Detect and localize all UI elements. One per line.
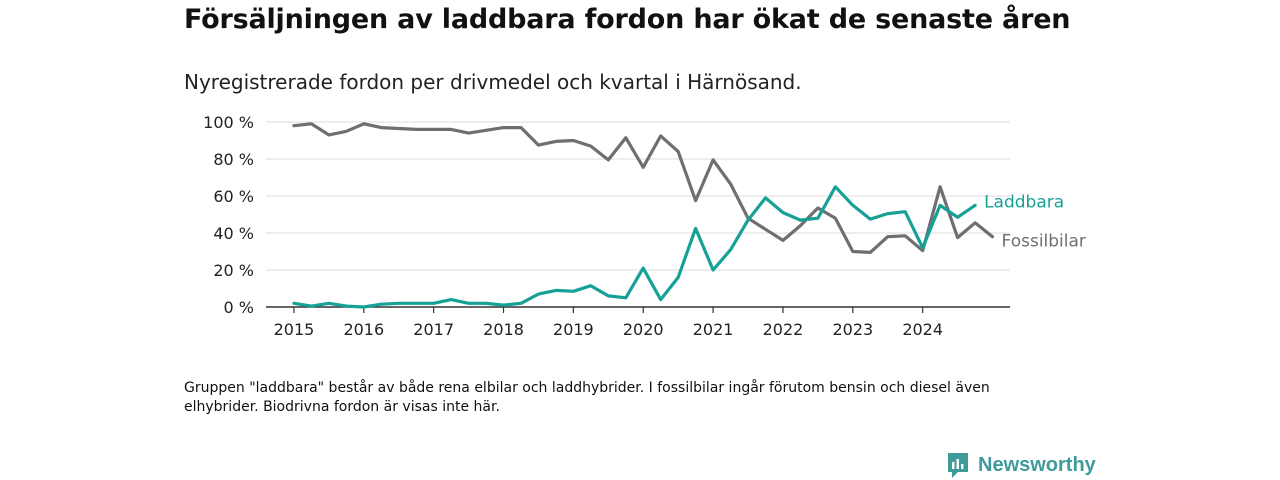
series-lines [292,122,995,309]
y-tick-label: 80 % [213,150,254,169]
x-tick-label: 2018 [483,320,524,339]
newsworthy-logo-icon [948,453,968,478]
line-label-laddbara: Laddbara [984,192,1064,212]
x-tick-label: 2020 [623,320,664,339]
y-tick-label: 20 % [213,261,254,280]
x-tick-label: 2024 [902,320,943,339]
y-tick-label: 40 % [213,224,254,243]
chart-title: Försäljningen av laddbara fordon har öka… [184,4,1071,35]
x-tick-label: 2019 [553,320,594,339]
x-tick-label: 2015 [274,320,315,339]
x-tick-label: 2021 [693,320,734,339]
brand-name: Newsworthy [978,453,1096,476]
chart-subtitle: Nyregistrerade fordon per drivmedel och … [184,70,802,94]
y-tick-label: 60 % [213,187,254,206]
x-axis: 2015 2016 2017 2018 2019 2020 2021 2022 2023 2024 [266,306,1010,339]
footnote: Gruppen "laddbara" består av både rena e… [184,380,990,415]
grid-lines [266,121,1010,271]
series-line-laddbara [292,185,977,309]
x-tick-label: 2022 [763,320,804,339]
line-label-fossilbilar: Fossilbilar [1002,232,1086,252]
newsworthy-brand[interactable]: Newsworthy [946,450,1096,480]
y-axis: 0 % 20 % 40 % 60 % 80 % 100 % [203,113,254,317]
line-labels: Fossilbilar Laddbara [984,192,1086,251]
x-tick-label: 2023 [832,320,873,339]
y-tick-label: 0 % [224,298,254,317]
x-tick-label: 2017 [413,320,454,339]
series-line-fossilbilar [292,122,995,254]
y-tick-label: 100 % [203,113,254,132]
x-tick-label: 2016 [343,320,384,339]
